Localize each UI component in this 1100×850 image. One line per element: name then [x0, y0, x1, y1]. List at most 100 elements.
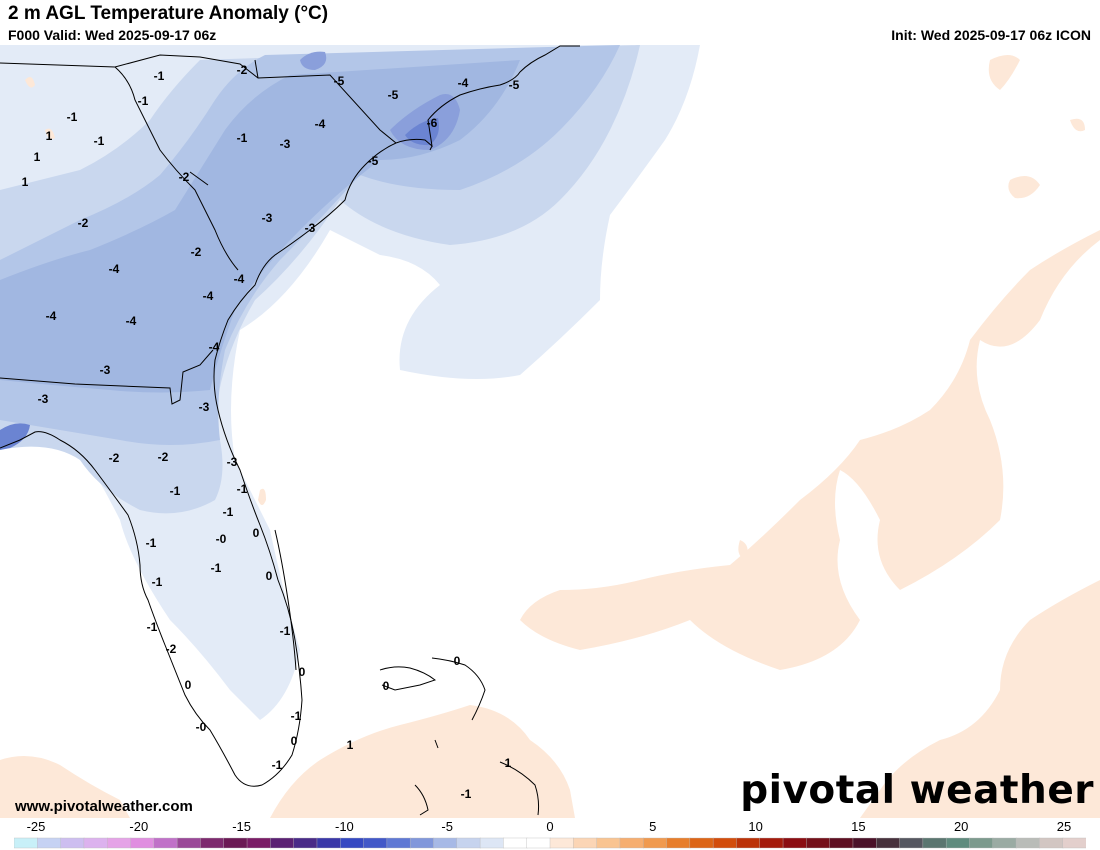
colorbar-swatch	[969, 837, 994, 849]
contour-label: -4	[234, 272, 245, 286]
contour-label: -0	[216, 532, 227, 546]
contour-label: -1	[152, 575, 163, 589]
colorbar-tick-label: -10	[335, 819, 354, 834]
colorbar-swatch	[293, 837, 318, 849]
contour-label: 0	[185, 678, 192, 692]
contour-label: 1	[34, 150, 41, 164]
contour-label: -3	[262, 211, 273, 225]
contour-label: -4	[203, 289, 214, 303]
colorbar-swatch	[922, 837, 947, 849]
colorbar-swatch	[666, 837, 691, 849]
colorbar-swatch	[689, 837, 714, 849]
contour-label: -1	[237, 482, 248, 496]
colorbar-tick-label: 25	[1057, 819, 1071, 834]
contour-label: -3	[38, 392, 49, 406]
contour-label: 1	[46, 129, 53, 143]
colorbar-tick-label: 20	[954, 819, 968, 834]
contour-label: -1	[291, 709, 302, 723]
contour-label: -1	[280, 624, 291, 638]
contour-label: -2	[158, 450, 169, 464]
contour-labels: -1 -2-5-5-4 -5-1-11 -111-6-4-1 -3-5-2-3-3-2-…	[22, 63, 520, 801]
colorbar-swatch	[1062, 837, 1086, 849]
contour-label: 0	[454, 654, 461, 668]
contour-label: -4	[46, 309, 57, 323]
colorbar-swatch	[176, 837, 202, 849]
colorbar-ticks: -25 -20 -15 -10 -5 0 5 10 15 20 25	[27, 819, 1072, 834]
colorbar-swatch	[619, 837, 644, 849]
contour-label: -3	[100, 363, 111, 377]
colorbar-swatch	[340, 837, 365, 849]
colorbar-tick-label: -15	[232, 819, 251, 834]
colorbar-swatch	[479, 837, 505, 849]
contour-label: -1	[138, 94, 149, 108]
colorbar-swatch	[945, 837, 971, 849]
contour-label: -5	[509, 78, 520, 92]
colorbar-tick-label: 10	[748, 819, 762, 834]
contour-label: 0	[383, 679, 390, 693]
colorbar-tick-label: 15	[851, 819, 865, 834]
temperature-colorbar: -25 -20 -15 -10 -5 0 5 10 15 20 25	[14, 819, 1086, 849]
contour-label: 0	[299, 665, 306, 679]
contour-label: 1	[505, 756, 512, 770]
colorbar-tick-label: -20	[129, 819, 148, 834]
contour-label: -5	[388, 88, 399, 102]
contour-label: -4	[126, 314, 137, 328]
contour-label: -1	[211, 561, 222, 575]
colorbar-swatch	[37, 837, 62, 849]
contour-label: -4	[109, 262, 120, 276]
colorbar-swatch	[83, 837, 108, 849]
temperature-anomaly-map: -1 -2-5-5-4 -5-1-11 -111-6-4-1 -3-5-2-3-3-2-…	[0, 45, 1100, 818]
contour-label: -1	[170, 484, 181, 498]
contour-label: -2	[191, 245, 202, 259]
colorbar-swatch	[899, 837, 924, 849]
colorbar-swatch	[526, 837, 551, 849]
colorbar-tick-label: 5	[649, 819, 656, 834]
contour-label: -4	[458, 76, 469, 90]
colorbar-swatch	[736, 837, 761, 849]
anomaly-fill-minus4	[0, 60, 520, 393]
contour-label: -1	[94, 134, 105, 148]
contour-label: -2	[166, 642, 177, 656]
contour-label: -0	[196, 720, 207, 734]
contour-label: 0	[266, 569, 273, 583]
colorbar-swatch	[433, 837, 458, 849]
contour-label: -1	[272, 758, 283, 772]
contour-label: -2	[179, 170, 190, 184]
colorbar-swatch	[806, 837, 831, 849]
contour-label: -6	[427, 116, 438, 130]
contour-label: 1	[22, 175, 29, 189]
colorbar-swatch	[363, 837, 388, 849]
contour-label: -5	[334, 74, 345, 88]
colorbar-swatch	[130, 837, 155, 849]
colorbar-swatch	[200, 837, 225, 849]
colorbar-tick-label: 0	[546, 819, 553, 834]
colorbar-swatch	[876, 837, 901, 849]
colorbar-swatch	[153, 837, 178, 849]
colorbar-swatch	[14, 837, 38, 849]
contour-label: -2	[78, 216, 89, 230]
init-time: Init: Wed 2025-09-17 06z ICON	[891, 27, 1091, 43]
colorbar-swatch	[1039, 837, 1064, 849]
contour-label: -5	[368, 154, 379, 168]
anomaly-fill-positive	[0, 55, 1100, 818]
contour-label: -1	[154, 69, 165, 83]
contour-label: -3	[199, 400, 210, 414]
colorbar-swatch	[107, 837, 132, 849]
colorbar-swatches	[14, 837, 1086, 849]
brand-name: pivotal weather	[740, 768, 1094, 813]
colorbar-swatch	[782, 837, 808, 849]
colorbar-swatch	[992, 837, 1017, 849]
valid-time: F000 Valid: Wed 2025-09-17 06z	[8, 27, 217, 43]
site-url[interactable]: www.pivotalweather.com	[15, 798, 193, 815]
colorbar-swatch	[829, 837, 854, 849]
contour-label: 0	[253, 526, 260, 540]
contour-label: 1	[347, 738, 354, 752]
contour-label: -1	[461, 787, 472, 801]
colorbar-tick-label: -5	[441, 819, 453, 834]
contour-label: -3	[305, 221, 316, 235]
contour-label: -2	[237, 63, 248, 77]
colorbar-swatch	[759, 837, 784, 849]
colorbar-swatch	[60, 837, 85, 849]
contour-label: -1	[67, 110, 78, 124]
colorbar-swatch	[549, 837, 574, 849]
